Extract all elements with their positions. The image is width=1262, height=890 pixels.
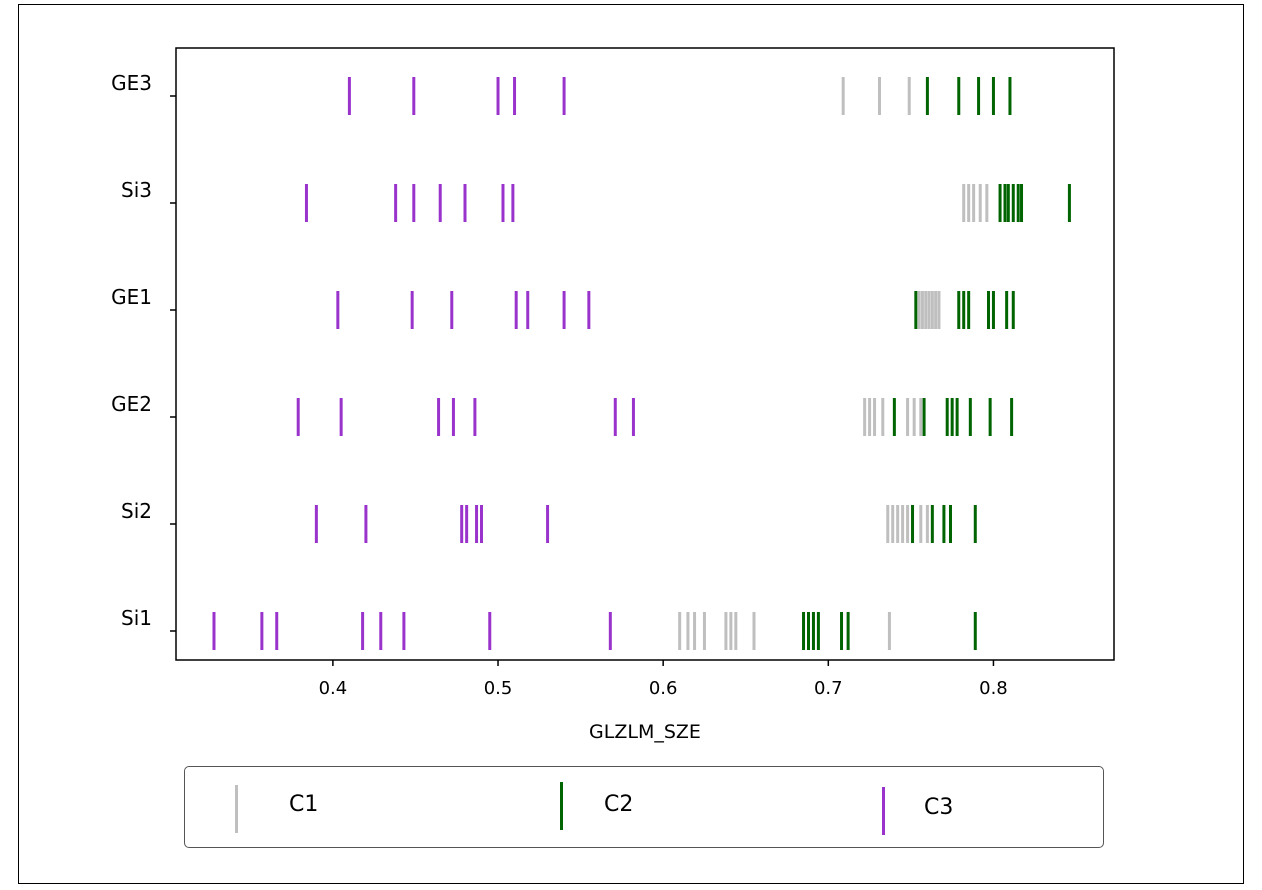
- strip-chart: Si1 Si2 GE2 GE1 Si3 GE3 0.4 0.5 0.6 0.7 0.8 GLZLM…: [111, 47, 1115, 743]
- x-tick-label: 0.4: [319, 678, 348, 699]
- legend-swatch-c1: [235, 785, 238, 833]
- legend-swatch-c3: [882, 787, 885, 835]
- y-tick-label-ge1: GE1: [111, 285, 152, 309]
- x-tick-label: 0.5: [484, 678, 513, 699]
- figure-frame: [18, 4, 1244, 884]
- y-tick-label-si3: Si3: [121, 178, 152, 202]
- legend-label-c1: C1: [289, 792, 319, 817]
- series-c2: [802, 77, 1071, 650]
- x-axis-label: GLZLM_SZE: [589, 721, 701, 743]
- legend-label-c2: C2: [604, 792, 634, 817]
- plot-area-frame: [175, 47, 1115, 661]
- series-c1: [678, 77, 989, 650]
- legend-swatch-c2: [560, 782, 563, 830]
- y-axis: Si1 Si2 GE2 GE1 Si3 GE3: [111, 71, 176, 632]
- x-tick-label: 0.8: [979, 678, 1008, 699]
- y-tick-label-ge2: GE2: [111, 392, 152, 416]
- y-tick-label-si2: Si2: [121, 499, 152, 523]
- series-c3: [212, 77, 635, 650]
- y-tick-label-ge3: GE3: [111, 71, 152, 95]
- chart-marks: [212, 77, 1071, 650]
- x-axis: 0.4 0.5 0.6 0.7 0.8: [319, 660, 1008, 699]
- legend-label-c3: C3: [924, 795, 954, 820]
- x-tick-label: 0.7: [814, 678, 843, 699]
- x-tick-label: 0.6: [649, 678, 678, 699]
- y-tick-label-si1: Si1: [121, 606, 152, 630]
- legend: C1 C2 C3: [184, 766, 1104, 848]
